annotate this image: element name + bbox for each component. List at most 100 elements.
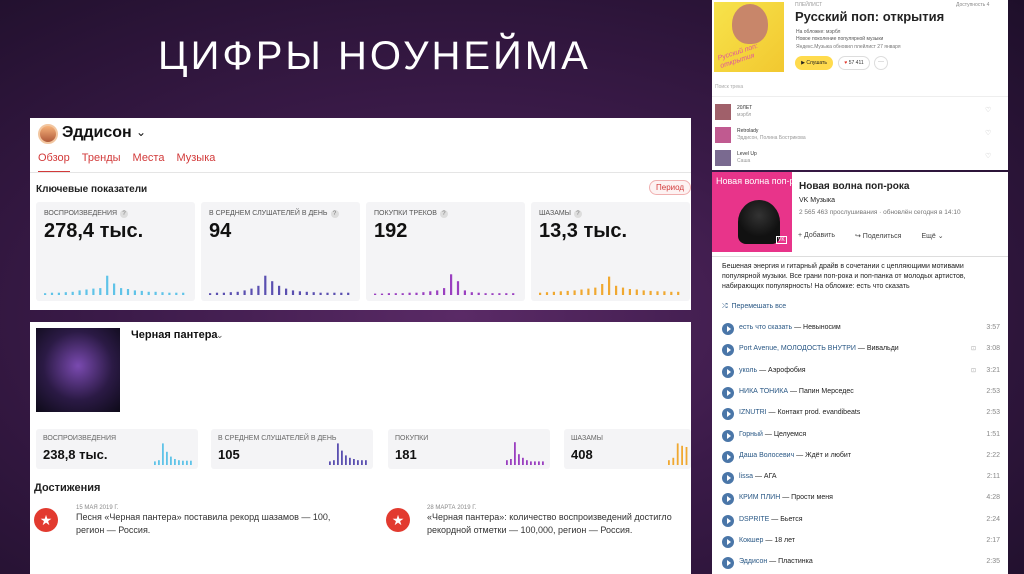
play-icon[interactable] [722, 557, 734, 570]
track-row[interactable]: 20ЛЕТ мэрбл ♡ [715, 104, 1005, 124]
track-row[interactable]: Горный — Целуемся 1:51 [722, 429, 1000, 445]
play-icon[interactable] [722, 514, 734, 527]
download-icon[interactable]: ⊡ [970, 346, 976, 353]
play-icon[interactable] [722, 493, 734, 506]
track-row[interactable]: IZNUTRI — Контакт prod. evandibeats 2:53 [722, 407, 1000, 423]
heart-icon[interactable]: ♡ [985, 130, 992, 137]
track-artist[interactable]: уколь [739, 366, 758, 374]
track-text: DSPRITE — Бьется [739, 515, 803, 523]
heart-icon[interactable]: ♡ [985, 107, 992, 114]
play-icon[interactable] [722, 472, 734, 485]
track-artist[interactable]: Даша Волосевич [739, 451, 795, 459]
track-row[interactable]: Level Up Саша ♡ [715, 150, 1005, 170]
track-artist[interactable]: КРИМ ПЛИН [739, 494, 781, 502]
track-title: Вивальди [866, 345, 899, 353]
sparkline-bar [113, 283, 116, 295]
sparkline-bar [99, 288, 102, 295]
sparkline-bar [443, 288, 446, 295]
add-button[interactable]: + Добавить [798, 232, 835, 239]
track-artist[interactable]: Эддисон [739, 558, 768, 566]
sparkline-bar [422, 292, 425, 295]
track-artist[interactable]: lissa [739, 473, 754, 481]
release-cover[interactable] [36, 328, 120, 412]
help-icon[interactable]: ? [330, 210, 339, 218]
stat-value: 105 [218, 447, 240, 462]
help-icon[interactable]: ? [573, 210, 582, 218]
sparkline-bar [380, 293, 384, 295]
track-row[interactable]: Retrolady Эддисон, Полина Бострикова ♡ [715, 127, 1005, 147]
play-icon[interactable] [722, 386, 734, 399]
track-row[interactable]: Даша Волосевич — Ждёт и любит 2:22 [722, 450, 1000, 466]
achievement-text: 28 МАРТА 2019 Г. «Черная пантера»: колич… [427, 505, 689, 537]
play-icon[interactable] [722, 450, 734, 463]
track-row[interactable]: DSPRITE — Бьется 2:24 [722, 514, 1000, 530]
track-duration: 3:57 [986, 324, 1000, 331]
stat-label: ВОСПРОИЗВЕДЕНИЯ [43, 435, 117, 442]
play-icon[interactable] [722, 323, 734, 335]
period-button[interactable]: Период [649, 180, 692, 195]
track-row[interactable]: уколь — Аэрофобия ⊡ 3:21 [722, 365, 1000, 381]
track-artist[interactable]: есть что сказать [739, 324, 793, 331]
track-row[interactable]: есть что сказать — Невыносим 3:57 [722, 322, 1000, 338]
sparkline-bar [278, 285, 281, 295]
sparkline-bar [663, 291, 666, 295]
track-text: IZNUTRI — Контакт prod. evandibeats [739, 409, 861, 417]
chevron-down-icon[interactable]: ⌄ [216, 330, 224, 340]
sparkline-bar [329, 461, 331, 465]
tab-places[interactable]: Места [132, 152, 165, 164]
share-label: Поделиться [862, 233, 902, 240]
heart-icon[interactable]: ♡ [985, 153, 992, 160]
like-button[interactable]: ♥ 57 411 [838, 56, 870, 70]
track-title: Retrolady [737, 128, 759, 134]
download-icon[interactable]: ⊡ [970, 367, 976, 374]
sparkline-bar [615, 285, 618, 295]
release-title[interactable]: Черная пантера [131, 329, 218, 341]
track-artist[interactable]: IZNUTRI [739, 409, 767, 417]
sparkline-bar [450, 274, 453, 295]
track-duration: 2:11 [986, 473, 1000, 481]
more-button[interactable]: Ещё ⌄ [921, 233, 944, 240]
play-icon[interactable] [722, 536, 734, 548]
play-icon[interactable] [722, 365, 734, 378]
artist-name[interactable]: Эддисон [62, 124, 132, 141]
tab-overview[interactable]: Обзор [38, 152, 70, 173]
share-button[interactable]: ↪ Поделиться [855, 232, 901, 240]
help-icon[interactable]: ? [120, 210, 129, 218]
track-duration: 2:53 [986, 387, 1000, 395]
sparkline-bar [168, 292, 171, 295]
sparkline-bar [229, 292, 232, 295]
play-icon[interactable] [722, 429, 734, 442]
track-artist[interactable]: НИКА ТОНИКА [739, 387, 789, 395]
track-text: КРИМ ПЛИН — Прости меня [739, 494, 833, 502]
artist-avatar[interactable] [38, 124, 58, 144]
sparkline-bar [542, 461, 544, 465]
sparkline-bar [347, 292, 350, 295]
tab-music[interactable]: Музыка [176, 152, 216, 164]
tab-trends[interactable]: Тренды [81, 152, 121, 164]
play-icon[interactable] [722, 344, 734, 357]
shuffle-icon: ⤮ [722, 303, 728, 310]
playlist-owner[interactable]: VK Музыка [799, 197, 836, 204]
listen-button[interactable]: ▶ Слушать [795, 56, 833, 70]
track-search-input[interactable]: Поиск трека [715, 84, 744, 90]
shuffle-button[interactable]: ⤮ Перемешать все [722, 303, 786, 311]
chevron-down-icon[interactable]: ⌄ [136, 125, 147, 139]
sparkline-bar [357, 460, 359, 465]
track-artist[interactable]: DSPRITE [739, 515, 770, 523]
track-row[interactable]: КРИМ ПЛИН — Прости меня 4:28 [722, 492, 1000, 508]
track-text: Кокшер — 18 лет [739, 537, 796, 544]
track-row[interactable]: Port Avenue, МОЛОДОСТЬ ВНУТРИ — Вивальди… [722, 343, 1000, 359]
track-row[interactable]: Эддисон — Пластинка 2:35 [722, 556, 1000, 572]
help-icon[interactable]: ? [439, 210, 448, 218]
track-artist[interactable]: Горный [739, 430, 763, 438]
track-row[interactable]: Кокшер — 18 лет 2:17 [722, 535, 1000, 551]
track-row[interactable]: НИКА ТОНИКА — Папин Мерседес 2:53 [722, 386, 1000, 402]
more-button[interactable]: ··· [874, 56, 888, 70]
track-duration: 2:22 [986, 451, 1000, 459]
track-artist[interactable]: Port Avenue, МОЛОДОСТЬ ВНУТРИ [739, 345, 856, 353]
track-artist[interactable]: Кокшер [739, 537, 764, 544]
play-icon[interactable] [722, 408, 734, 421]
release-stat-purchases: ПОКУПКИ 181 [388, 429, 550, 469]
track-row[interactable]: lissa — АГА 2:11 [722, 471, 1000, 487]
track-thumbnail [715, 150, 731, 166]
